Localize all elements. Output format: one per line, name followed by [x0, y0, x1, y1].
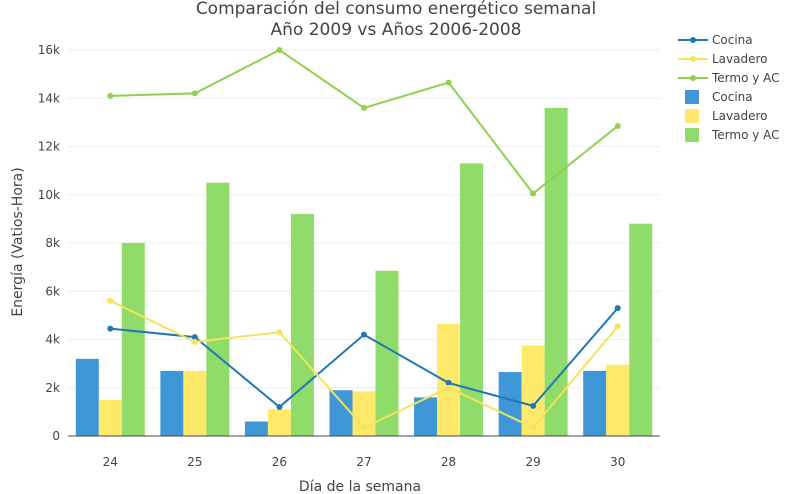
- legend-label: Cocina: [712, 33, 753, 47]
- bar: [75, 358, 99, 436]
- chart-title-line1: Comparación del consumo energético seman…: [196, 0, 596, 19]
- bar: [160, 370, 184, 436]
- y-axis-ticks: 0 2k 4k 6k 8k 10k 12k 14k 16k: [38, 43, 60, 443]
- legend-item[interactable]: Cocina: [685, 90, 753, 104]
- bar: [544, 107, 568, 437]
- x-tick-label: 27: [356, 455, 371, 469]
- bar: [290, 214, 314, 436]
- bar: [267, 409, 291, 436]
- x-tick-label: 24: [103, 455, 118, 469]
- bar: [98, 399, 122, 436]
- x-tick-label: 25: [187, 455, 202, 469]
- bar: [498, 372, 522, 436]
- data-point: [530, 190, 537, 197]
- data-point: [107, 325, 114, 332]
- data-point: [530, 424, 537, 431]
- bar: [206, 182, 230, 436]
- data-point: [445, 79, 452, 86]
- y-tick-label: 16k: [38, 43, 60, 57]
- y-tick-label: 10k: [38, 188, 60, 202]
- data-point: [191, 90, 198, 97]
- data-point: [530, 402, 537, 409]
- x-tick-label: 26: [272, 455, 287, 469]
- data-point: [276, 404, 283, 411]
- y-tick-label: 14k: [38, 91, 60, 105]
- legend-item[interactable]: Termo y AC: [685, 128, 780, 142]
- legend-label: Termo y AC: [711, 128, 780, 142]
- y-tick-label: 6k: [45, 284, 60, 298]
- series-line: [110, 48, 619, 195]
- x-tick-label: 28: [441, 455, 456, 469]
- lines: [107, 47, 621, 431]
- data-point: [361, 424, 367, 431]
- data-point: [107, 297, 114, 304]
- y-tick-label: 12k: [38, 140, 60, 154]
- data-point: [445, 384, 452, 391]
- x-tick-label: 30: [610, 455, 625, 469]
- bar: [606, 364, 630, 436]
- data-point: [614, 305, 621, 312]
- legend-marker: [690, 37, 696, 43]
- bar: [329, 390, 353, 436]
- legend-item[interactable]: Lavadero: [678, 52, 768, 66]
- legend-bar-swatch: [685, 90, 699, 104]
- y-axis-title: Energía (Vatios-Hora): [10, 167, 26, 316]
- data-point: [107, 92, 114, 99]
- y-tick-label: 0: [52, 429, 60, 443]
- legend-marker: [690, 56, 696, 62]
- y-tick-label: 8k: [45, 236, 60, 250]
- bar: [629, 223, 653, 436]
- grid: [68, 49, 660, 389]
- data-point: [191, 338, 198, 345]
- legend-item[interactable]: Lavadero: [685, 109, 768, 123]
- data-point: [445, 379, 452, 386]
- bar: [437, 323, 461, 436]
- bar: [414, 397, 438, 436]
- data-point: [614, 122, 621, 129]
- bar: [460, 163, 484, 436]
- data-point: [361, 331, 367, 338]
- data-point: [361, 104, 367, 111]
- y-tick-label: 2k: [45, 381, 60, 395]
- bars: [75, 107, 653, 437]
- chart-title-line2: Año 2009 vs Años 2006-2008: [271, 20, 522, 40]
- legend-label: Cocina: [712, 90, 753, 104]
- y-tick-label: 4k: [45, 333, 60, 347]
- bar: [244, 421, 268, 436]
- bar: [583, 370, 607, 436]
- x-axis-ticks: 24 25 26 27 28 29 30: [103, 455, 626, 469]
- legend[interactable]: Cocina Lavadero Termo y AC Cocina Lavadero Te…: [678, 33, 780, 142]
- legend-bar-swatch: [685, 109, 699, 123]
- bar: [375, 270, 399, 436]
- legend-label: Termo y AC: [711, 71, 780, 85]
- data-point: [191, 334, 198, 341]
- data-point: [614, 323, 621, 330]
- x-axis-title: Día de la semana: [299, 479, 421, 494]
- legend-item[interactable]: Cocina: [678, 33, 753, 47]
- bar: [521, 345, 545, 436]
- legend-label: Lavadero: [712, 52, 768, 66]
- legend-label: Lavadero: [712, 109, 768, 123]
- x-tick-label: 29: [526, 455, 541, 469]
- data-point: [276, 329, 283, 336]
- data-point: [276, 47, 283, 53]
- bar: [121, 243, 145, 436]
- legend-marker: [690, 75, 696, 81]
- legend-item[interactable]: Termo y AC: [678, 71, 780, 85]
- bar: [183, 370, 207, 436]
- legend-bar-swatch: [685, 128, 699, 142]
